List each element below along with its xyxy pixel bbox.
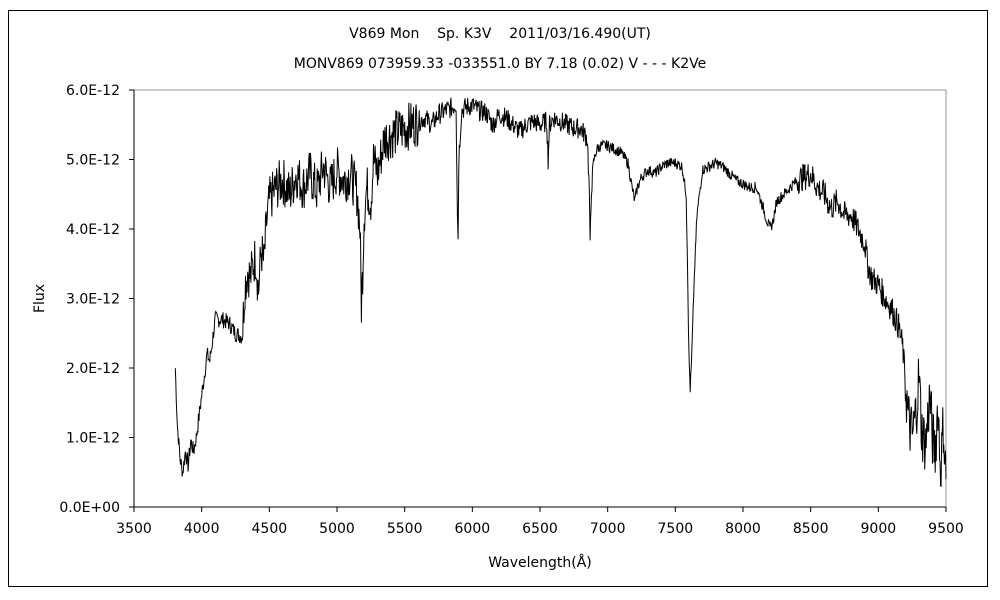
y-tick-label: 2.0E-12 — [66, 361, 120, 377]
x-tick-label: 9000 — [861, 521, 897, 537]
x-tick-label: 9500 — [928, 521, 964, 537]
x-tick-label: 4000 — [184, 521, 220, 537]
x-tick-label: 4500 — [252, 521, 288, 537]
y-tick-labels: 0.0E+00 1.0E-12 2.0E-12 3.0E-12 4.0E-12 5.0E-… — [59, 83, 120, 516]
chart-title: V869 Mon Sp. K3V 2011/03/16.490(UT) — [349, 26, 651, 42]
x-axis-label: Wavelength(Å) — [488, 554, 592, 571]
y-tick-label: 6.0E-12 — [66, 83, 120, 99]
x-tick-label: 5000 — [319, 521, 355, 537]
plot-area — [133, 89, 947, 508]
x-tick-label: 8000 — [725, 521, 761, 537]
x-tick-label: 6000 — [455, 521, 491, 537]
chart-subtitle: MONV869 073959.33 -033551.0 BY 7.18 (0.0… — [293, 56, 707, 72]
y-tick-label: 3.0E-12 — [66, 292, 120, 308]
spectrum-line — [174, 97, 947, 487]
axis-ticks — [129, 89, 947, 512]
y-tick-label: 5.0E-12 — [66, 153, 120, 169]
x-tick-label: 7500 — [658, 521, 694, 537]
y-tick-label: 4.0E-12 — [66, 222, 120, 238]
y-axis-label: Flux — [32, 284, 48, 313]
x-tick-label: 3500 — [116, 521, 152, 537]
x-tick-label: 7000 — [590, 521, 626, 537]
x-tick-label: 5500 — [387, 521, 423, 537]
y-tick-label: 1.0E-12 — [66, 431, 120, 447]
chart-frame — [8, 10, 988, 587]
x-tick-labels: 3500 4000 4500 5000 5500 6000 6500 7000 7500 8000… — [116, 521, 964, 537]
x-tick-label: 8500 — [793, 521, 829, 537]
y-tick-label: 0.0E+00 — [59, 500, 120, 516]
x-tick-label: 6500 — [522, 521, 558, 537]
